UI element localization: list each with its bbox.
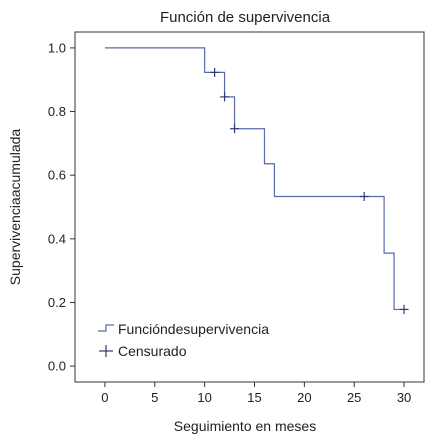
- censored-marker: [399, 304, 409, 314]
- y-axis-label: Supervivenciaacumulada: [7, 129, 23, 286]
- y-tick-label: 0.8: [48, 104, 66, 119]
- censored-marker: [359, 192, 369, 201]
- chart-title: Función de supervivencia: [160, 9, 331, 26]
- legend-step-swatch: [98, 324, 114, 332]
- x-tick-label: 25: [347, 390, 361, 405]
- y-tick-label: 0.0: [48, 359, 66, 374]
- censored-marker: [230, 124, 240, 134]
- legend-label-censored: Censurado: [118, 343, 187, 359]
- x-tick-label: 10: [197, 390, 211, 405]
- x-axis: 0 5 10 15 20 25 30: [101, 382, 411, 405]
- series-layer: [104, 47, 409, 314]
- plot-frame: [74, 31, 425, 383]
- x-tick-label: 20: [297, 390, 311, 405]
- x-tick-label: 0: [101, 390, 108, 405]
- survival-step-line: [104, 47, 405, 311]
- y-tick-label: 1.0: [48, 40, 66, 55]
- legend-label-survival: Funcióndesupervivencia: [118, 321, 269, 337]
- x-tick-label: 15: [247, 390, 261, 405]
- y-tick-label: 0.4: [48, 231, 66, 246]
- y-axis: 0.0 0.2 0.4 0.6 0.8 1.0: [48, 40, 75, 374]
- y-tick-label: 0.6: [48, 168, 66, 183]
- censored-marker: [220, 92, 230, 102]
- censored-marker: [210, 67, 220, 77]
- legend-censor-swatch: [99, 345, 113, 357]
- x-axis-label: Seguimiento en meses: [174, 418, 316, 434]
- legend: Funcióndesupervivencia Censurado: [98, 321, 269, 359]
- y-tick-label: 0.2: [48, 295, 66, 310]
- x-tick-label: 30: [397, 390, 411, 405]
- x-tick-label: 5: [151, 390, 158, 405]
